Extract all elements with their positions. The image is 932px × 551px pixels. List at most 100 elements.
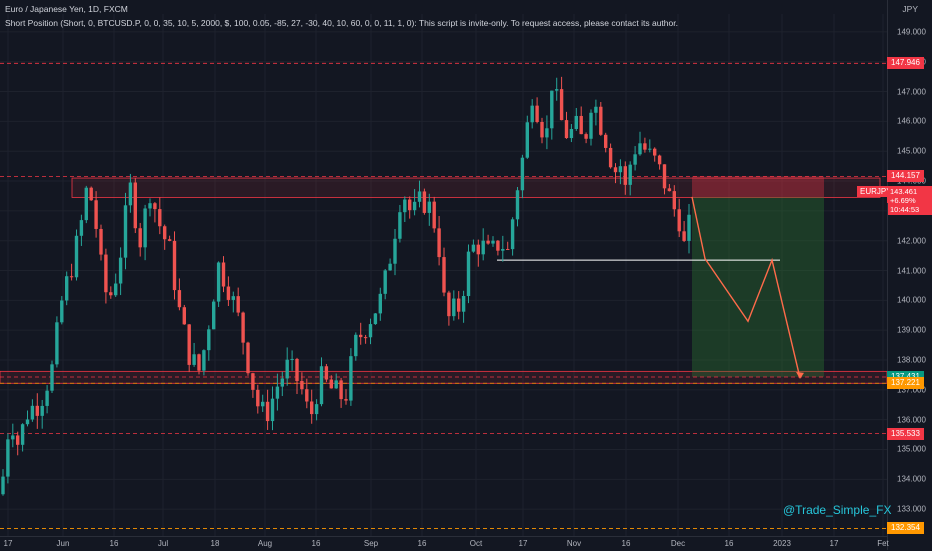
candle-body — [329, 379, 333, 389]
price-tick: 141.000 — [897, 266, 926, 276]
candle-body — [79, 220, 84, 236]
price-tick: 138.000 — [897, 355, 926, 365]
time-tick: 17 — [518, 539, 528, 548]
candle-body — [378, 293, 382, 314]
candle-body — [466, 251, 471, 297]
candle-body — [226, 286, 231, 300]
time-tick: Dec — [670, 539, 686, 548]
price-tick: 142.000 — [897, 236, 926, 246]
candle-body — [45, 390, 49, 406]
candle-body — [579, 115, 583, 135]
candle-body — [672, 191, 676, 210]
candle-body — [584, 134, 588, 139]
candle-body — [6, 439, 10, 477]
candle-body — [481, 240, 485, 255]
candle-body — [388, 263, 392, 271]
live-change: +6.69% — [890, 196, 916, 205]
price-levels — [0, 62, 887, 529]
time-tick: 16 — [621, 539, 631, 548]
candle-body — [16, 435, 20, 445]
candle-body — [427, 201, 431, 213]
price-tag: 147.946 — [887, 57, 924, 70]
candle-body — [319, 366, 324, 405]
candle-body — [447, 292, 451, 317]
time-tick: Sep — [363, 539, 379, 548]
price-tick: 134.000 — [897, 474, 926, 484]
candle-body — [599, 106, 603, 135]
price-tick: 135.000 — [897, 444, 926, 454]
candle-body — [256, 389, 260, 407]
indicator-legend[interactable]: Short Position (Short, 0, BTCUSD.P, 0, 0… — [5, 18, 678, 28]
candle-body — [662, 164, 667, 189]
candle-body — [50, 364, 54, 391]
price-axis[interactable]: JPY — [887, 0, 932, 550]
projection-arrowhead — [796, 371, 804, 379]
candle-body — [363, 337, 368, 339]
candle-body — [310, 401, 314, 415]
candle-body — [123, 205, 128, 258]
candle-body — [442, 257, 446, 293]
price-tick: 137.000 — [897, 385, 926, 395]
candle-body — [290, 358, 294, 360]
candle-body — [65, 276, 69, 301]
candle-body — [167, 239, 172, 241]
candle-body — [177, 290, 182, 308]
candle-body — [476, 244, 480, 255]
candle-body — [398, 212, 402, 239]
candle-body — [354, 334, 358, 357]
candle-body — [515, 190, 520, 220]
candle-body — [569, 128, 574, 139]
candle-body — [20, 424, 25, 445]
candle-body — [334, 380, 338, 389]
candle-body — [197, 354, 201, 371]
price-tick: 146.000 — [897, 116, 926, 126]
candle-body — [564, 120, 569, 139]
candles — [1, 76, 691, 496]
projection-line — [691, 196, 801, 379]
chart-title: Euro / Japanese Yen, 1D, FXCM — [5, 4, 128, 14]
candle-body — [344, 399, 348, 401]
candle-body — [187, 324, 191, 365]
candle-body — [545, 128, 549, 138]
time-tick: 17 — [829, 539, 839, 548]
candle-body — [265, 401, 270, 422]
bar-countdown: 10:44:53 — [890, 205, 920, 214]
candle-body — [417, 191, 422, 202]
candle-body — [618, 166, 623, 173]
time-axis[interactable] — [0, 536, 887, 551]
candle-body — [491, 240, 495, 244]
author-watermark: @Trade_Simple_FX — [783, 503, 892, 517]
candle-body — [69, 276, 74, 278]
symbol-badge: EURJPY — [857, 186, 895, 197]
time-tick: 2023 — [773, 539, 791, 548]
live-price: 143.461 — [890, 187, 918, 196]
candle-body — [501, 248, 505, 251]
time-tick: Oct — [469, 539, 483, 548]
candle-body — [212, 301, 216, 330]
live-price-box: 143.461 +6.69% 10:44:53 — [888, 186, 932, 215]
candle-body — [84, 187, 88, 221]
price-tick: 136.000 — [897, 415, 926, 425]
price-tick: 147.000 — [897, 87, 926, 97]
candle-body — [207, 329, 211, 351]
candle-body — [422, 191, 427, 213]
candle-body — [559, 89, 564, 121]
candle-body — [261, 401, 265, 407]
time-tick: 16 — [311, 539, 321, 548]
time-tick: 16 — [417, 539, 427, 548]
candle-body — [99, 228, 103, 255]
candle-body — [241, 312, 245, 343]
candle-body — [486, 240, 490, 244]
candle-body — [172, 240, 177, 291]
candle-body — [457, 298, 461, 312]
candle-body — [608, 147, 613, 168]
candle-body — [153, 203, 157, 210]
candle-body — [525, 122, 529, 158]
candle-body — [221, 262, 226, 287]
candle-body — [300, 381, 304, 390]
candle-body — [94, 200, 98, 229]
candle-body — [305, 389, 309, 402]
price-tick: 149.000 — [897, 27, 926, 37]
time-tick: 18 — [210, 539, 220, 548]
